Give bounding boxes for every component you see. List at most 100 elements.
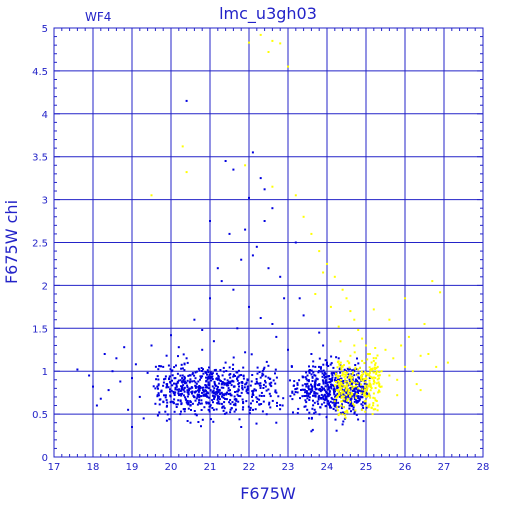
data-point-cluster-blue xyxy=(353,411,356,414)
data-point-yellow xyxy=(341,288,344,291)
data-point-cluster-blue xyxy=(325,392,328,394)
data-point-cluster-blue xyxy=(333,390,335,393)
data-point-cluster-blue xyxy=(324,396,327,399)
data-point-cluster-blue xyxy=(347,396,350,399)
data-point-cluster-blue xyxy=(307,379,310,382)
data-point-cluster-blue xyxy=(232,385,235,388)
data-point-cluster-blue xyxy=(214,368,217,371)
data-point-cluster-blue xyxy=(162,401,165,404)
chart-title: lmc_u3gh03 xyxy=(219,4,317,24)
data-point-cluster-blue xyxy=(211,394,214,397)
data-point-cluster-blue xyxy=(311,389,314,392)
data-point-cluster-blue xyxy=(362,388,365,390)
data-point-cluster-blue xyxy=(361,385,364,388)
data-point-cluster-blue xyxy=(256,382,259,385)
data-point-cluster-blue xyxy=(256,397,259,400)
data-point-cluster-blue xyxy=(319,390,322,393)
data-point-cluster-blue xyxy=(241,408,244,411)
data-point-yellow xyxy=(380,385,383,388)
data-point-cluster-yellow xyxy=(368,385,370,388)
data-point-cluster-blue xyxy=(166,384,169,387)
data-point-cluster-blue xyxy=(356,386,359,389)
data-point-cluster-blue xyxy=(325,390,327,393)
data-point-cluster-blue xyxy=(227,393,230,395)
data-point-yellow xyxy=(248,41,250,44)
data-point-cluster-blue xyxy=(180,410,182,413)
data-point-cluster-blue xyxy=(264,385,267,388)
data-point-cluster-yellow xyxy=(369,375,372,378)
data-point-cluster-yellow xyxy=(350,385,353,387)
data-point-cluster-blue xyxy=(335,399,338,401)
data-point-cluster-blue xyxy=(237,388,240,391)
data-point-blue xyxy=(95,404,98,407)
data-point-cluster-blue xyxy=(215,372,218,375)
data-point-cluster-blue xyxy=(162,384,165,387)
data-point-cluster-blue xyxy=(229,411,232,414)
data-point-cluster-yellow xyxy=(340,396,343,399)
data-point-cluster-blue xyxy=(199,378,201,381)
data-point-cluster-yellow xyxy=(336,366,339,369)
data-point-cluster-blue xyxy=(291,391,294,394)
data-point-cluster-blue xyxy=(308,411,311,414)
x-tick-label: 19 xyxy=(126,462,139,473)
data-point-cluster-blue xyxy=(163,394,165,397)
data-point-cluster-blue xyxy=(326,381,329,384)
axis-ticks: 17 18 19 20 21 22 23 24 25 26 27 28 0 0.5 1 1.5 2 2.5 3 3.5… xyxy=(32,24,489,473)
data-point-cluster-blue xyxy=(219,393,221,396)
data-point-cluster-blue xyxy=(158,365,161,368)
data-point-cluster-blue xyxy=(249,406,252,409)
data-point-cluster-blue xyxy=(314,385,316,388)
data-point-cluster-blue xyxy=(232,403,235,406)
data-point-cluster-yellow xyxy=(336,406,339,409)
data-point-blue xyxy=(162,365,165,368)
data-point-blue xyxy=(353,370,356,373)
data-point-cluster-yellow xyxy=(338,364,341,367)
data-point-cluster-yellow xyxy=(354,396,357,399)
data-point-cluster-blue xyxy=(318,370,320,373)
data-point-cluster-blue xyxy=(184,380,187,383)
data-point-cluster-blue xyxy=(170,370,173,373)
data-point-cluster-yellow xyxy=(344,414,347,417)
data-point-yellow xyxy=(388,318,391,321)
data-point-cluster-blue xyxy=(232,363,235,366)
data-point-cluster-blue xyxy=(169,390,171,393)
data-point-cluster-yellow xyxy=(368,395,371,397)
data-point-cluster-yellow xyxy=(378,383,381,386)
data-point-cluster-blue xyxy=(226,384,229,387)
x-tick-label: 17 xyxy=(48,462,61,473)
data-point-cluster-blue xyxy=(324,375,327,378)
data-point-cluster-blue xyxy=(178,388,181,391)
data-point-cluster-yellow xyxy=(364,410,367,413)
data-point-cluster-blue xyxy=(197,367,200,370)
data-point-blue xyxy=(134,363,137,366)
data-point-cluster-blue xyxy=(364,402,367,405)
data-point-blue xyxy=(310,353,313,355)
data-point-cluster-blue xyxy=(304,405,307,408)
data-point-cluster-blue xyxy=(269,395,272,398)
data-point-cluster-blue xyxy=(307,380,310,383)
data-point-cluster-blue xyxy=(182,388,185,391)
data-point-cluster-yellow xyxy=(378,371,381,374)
data-point-cluster-blue xyxy=(321,375,324,378)
data-point-cluster-blue xyxy=(164,377,167,380)
data-point-cluster-blue xyxy=(331,374,334,377)
data-point-cluster-yellow xyxy=(335,374,338,377)
data-point-cluster-blue xyxy=(227,380,230,383)
data-point-cluster-blue xyxy=(349,399,352,402)
data-point-cluster-blue xyxy=(171,374,174,377)
data-point-cluster-blue xyxy=(355,401,358,404)
data-point-cluster-blue xyxy=(306,408,309,411)
data-point-cluster-blue xyxy=(216,392,219,395)
data-point-cluster-blue xyxy=(229,402,232,405)
data-point-yellow xyxy=(333,400,336,403)
data-point-cluster-blue xyxy=(319,367,322,370)
data-point-cluster-blue xyxy=(343,417,346,420)
data-point-cluster-blue xyxy=(296,382,299,385)
data-point-cluster-blue xyxy=(323,401,326,404)
data-point-cluster-blue xyxy=(363,390,365,393)
data-point-cluster-blue xyxy=(210,375,212,378)
data-point-cluster-blue xyxy=(242,377,245,380)
data-point-cluster-blue xyxy=(194,377,197,380)
data-point-cluster-blue xyxy=(207,408,210,411)
x-tick-label: 18 xyxy=(87,462,100,473)
